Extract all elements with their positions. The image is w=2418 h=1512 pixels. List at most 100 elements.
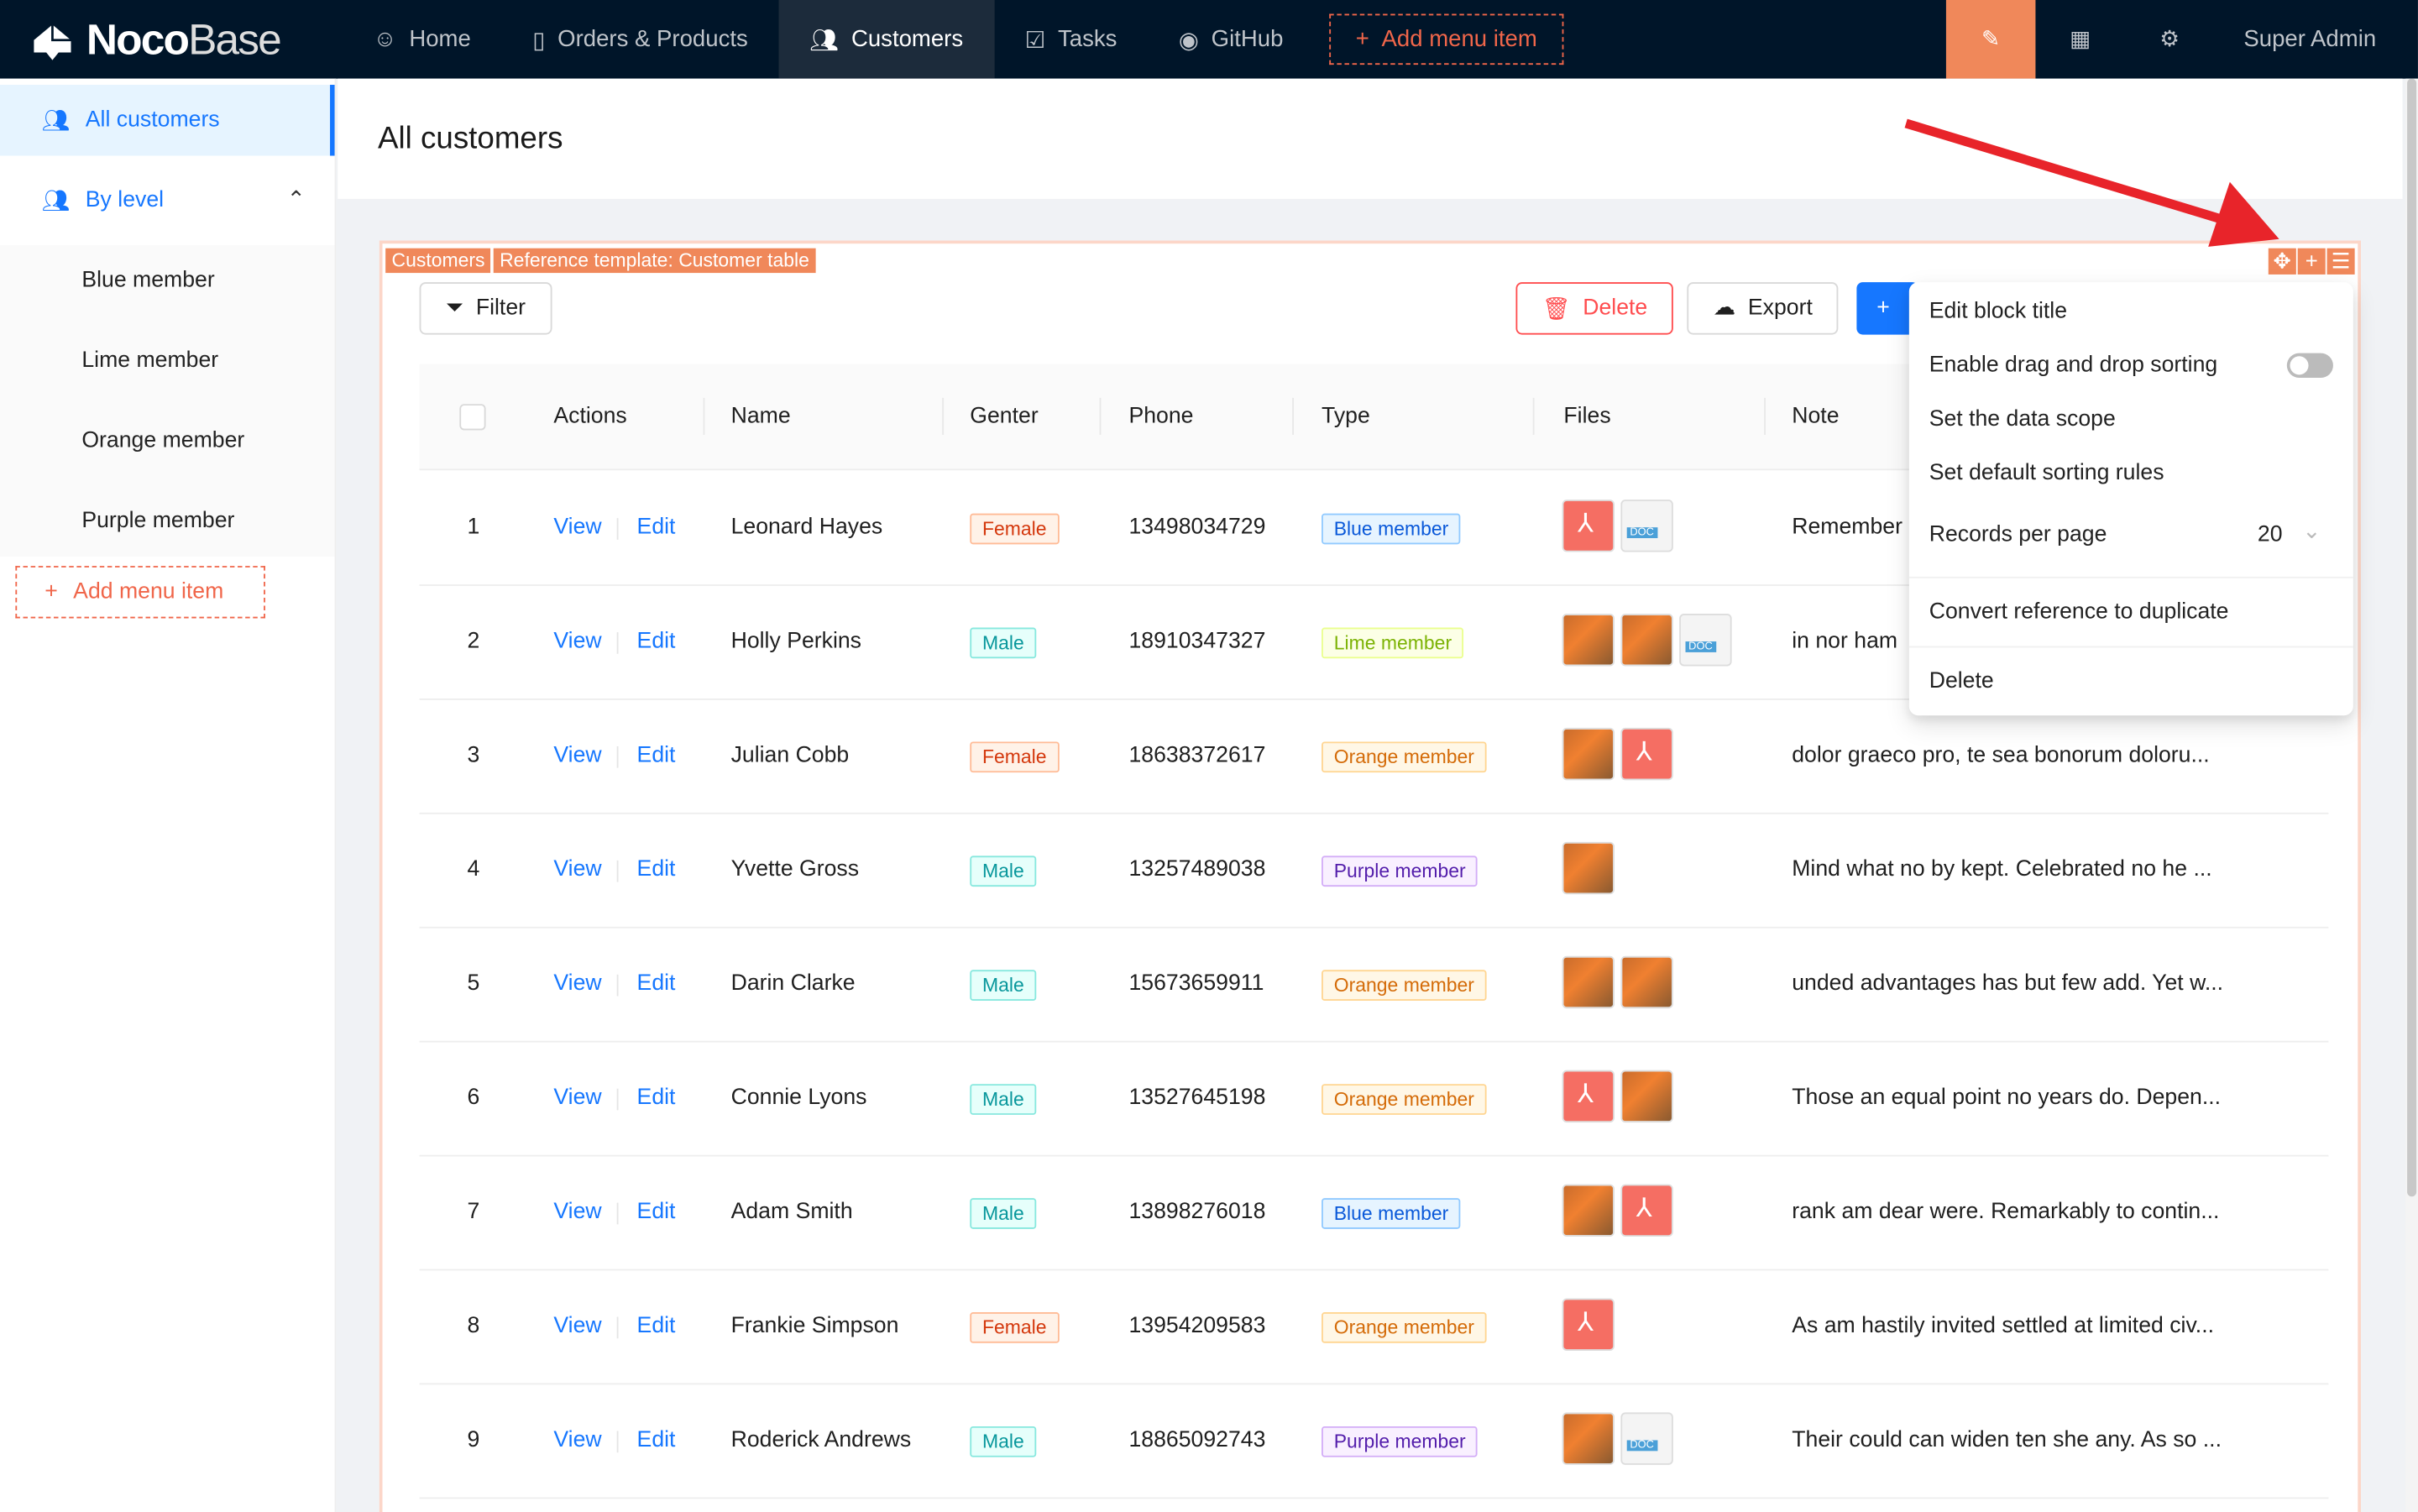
page-scrollbar[interactable] bbox=[2405, 78, 2418, 1512]
drag-handle-icon[interactable]: ✥ bbox=[2268, 248, 2296, 275]
file-pdf-thumbnail[interactable] bbox=[1562, 1298, 1615, 1351]
view-link[interactable]: View bbox=[553, 1427, 602, 1453]
edit-link[interactable]: Edit bbox=[636, 1086, 676, 1111]
column-header-files[interactable]: Files bbox=[1563, 404, 1611, 429]
file-check-icon: ▯ bbox=[532, 27, 546, 54]
plus-icon: + bbox=[1876, 296, 1890, 322]
gender-tag: Female bbox=[970, 513, 1060, 545]
menu-edit-block-title[interactable]: Edit block title bbox=[1929, 299, 2068, 324]
files-cell bbox=[1562, 1412, 1673, 1465]
file-pdf-thumbnail[interactable] bbox=[1562, 500, 1615, 552]
column-header-phone[interactable]: Phone bbox=[1128, 404, 1194, 429]
file-pdf-thumbnail[interactable] bbox=[1620, 727, 1673, 781]
view-link[interactable]: View bbox=[553, 629, 602, 654]
table-row: 8 View Edit Frankie Simpson Female 13954… bbox=[419, 1270, 2329, 1385]
delete-button[interactable]: 🗑︎ Delete bbox=[1515, 282, 1674, 335]
records-per-page-select[interactable]: 20 bbox=[2257, 522, 2283, 548]
nav-home[interactable]: ☺ Home bbox=[343, 0, 502, 79]
customer-name: Adam Smith bbox=[730, 1199, 853, 1225]
edit-link[interactable]: Edit bbox=[636, 1199, 676, 1225]
row-index: 2 bbox=[467, 629, 480, 654]
view-link[interactable]: View bbox=[553, 971, 602, 997]
customer-name: Julian Cobb bbox=[730, 743, 850, 768]
menu-set-data-scope[interactable]: Set the data scope bbox=[1929, 406, 2116, 432]
gender-tag: Male bbox=[970, 970, 1037, 1002]
edit-link[interactable]: Edit bbox=[636, 971, 676, 997]
menu-records-per-page[interactable]: Records per page bbox=[1929, 522, 2107, 548]
file-image-thumbnail[interactable] bbox=[1620, 614, 1673, 667]
gender-tag: Male bbox=[970, 1426, 1037, 1457]
sidebar-item-blue-member[interactable]: Blue member bbox=[81, 268, 215, 293]
edit-link[interactable]: Edit bbox=[636, 629, 676, 654]
nav-orders-products[interactable]: ▯ Orders & Products bbox=[502, 0, 779, 79]
sidebar-item-purple-member[interactable]: Purple member bbox=[81, 509, 235, 534]
add-menu-item-button[interactable]: + Add menu item bbox=[1329, 13, 1564, 65]
edit-link[interactable]: Edit bbox=[636, 1427, 676, 1453]
phone-number: 13954209583 bbox=[1128, 1313, 1266, 1339]
file-image-thumbnail[interactable] bbox=[1620, 1070, 1673, 1123]
column-header-type[interactable]: Type bbox=[1322, 404, 1370, 429]
file-image-thumbnail[interactable] bbox=[1562, 1184, 1615, 1237]
note-text: Remember bbox=[1792, 515, 1902, 540]
file-image-thumbnail[interactable] bbox=[1562, 841, 1615, 895]
sidebar-group-by-level[interactable]: 👥︎ By level ⌃ bbox=[0, 165, 335, 236]
plugins-button[interactable]: ▦ bbox=[2035, 0, 2125, 79]
menu-delete[interactable]: Delete bbox=[1929, 669, 1994, 694]
sidebar-item-orange-member[interactable]: Orange member bbox=[81, 428, 245, 453]
view-link[interactable]: View bbox=[553, 1086, 602, 1111]
nav-tasks[interactable]: ☑ Tasks bbox=[994, 0, 1148, 79]
file-image-thumbnail[interactable] bbox=[1562, 727, 1615, 781]
column-header-name[interactable]: Name bbox=[730, 404, 791, 429]
edit-link[interactable]: Edit bbox=[636, 857, 676, 882]
file-doc-thumbnail[interactable] bbox=[1679, 614, 1732, 667]
gender-tag: Male bbox=[970, 1084, 1037, 1115]
ui-editor-button[interactable]: ✎ bbox=[1945, 0, 2036, 79]
sidebar-item-all-customers[interactable]: 👥︎ All customers bbox=[0, 85, 335, 156]
view-link[interactable]: View bbox=[553, 1313, 602, 1339]
menu-default-sorting-rules[interactable]: Set default sorting rules bbox=[1929, 461, 2164, 486]
add-menu-item-label: Add menu item bbox=[1381, 26, 1537, 53]
row-index: 1 bbox=[467, 515, 480, 540]
nav-customers[interactable]: 👥︎ Customers bbox=[778, 0, 994, 79]
file-pdf-thumbnail[interactable] bbox=[1562, 1070, 1615, 1123]
gender-tag: Female bbox=[970, 741, 1060, 773]
file-pdf-thumbnail[interactable] bbox=[1620, 1184, 1673, 1237]
scrollbar-thumb[interactable] bbox=[2407, 78, 2417, 1197]
member-type-tag: Lime member bbox=[1322, 627, 1464, 659]
add-new-button[interactable]: + bbox=[1856, 282, 1918, 335]
file-image-thumbnail[interactable] bbox=[1562, 1412, 1615, 1465]
menu-convert-reference[interactable]: Convert reference to duplicate bbox=[1929, 599, 2229, 625]
file-image-thumbnail[interactable] bbox=[1562, 614, 1615, 667]
column-header-genter[interactable]: Genter bbox=[970, 404, 1039, 429]
table-row: 5 View Edit Darin Clarke Male 1567365991… bbox=[419, 929, 2329, 1043]
drag-sort-toggle[interactable] bbox=[2286, 353, 2333, 378]
settings-button[interactable]: ⚙ bbox=[2125, 0, 2215, 79]
menu-enable-drag-sorting[interactable]: Enable drag and drop sorting bbox=[1929, 353, 2218, 378]
view-link[interactable]: View bbox=[553, 1199, 602, 1225]
view-link[interactable]: View bbox=[553, 515, 602, 540]
sidebar-add-menu-item-button[interactable]: + Add menu item bbox=[15, 566, 265, 619]
file-doc-thumbnail[interactable] bbox=[1620, 500, 1673, 552]
edit-link[interactable]: Edit bbox=[636, 1313, 676, 1339]
nav-github[interactable]: ◉ GitHub bbox=[1148, 0, 1314, 79]
nav-label: Customers bbox=[850, 26, 964, 53]
filter-label: Filter bbox=[475, 296, 526, 322]
file-image-thumbnail[interactable] bbox=[1620, 955, 1673, 1009]
block-collection-label: Customers bbox=[385, 248, 491, 274]
view-link[interactable]: View bbox=[553, 857, 602, 882]
sidebar-item-lime-member[interactable]: Lime member bbox=[81, 348, 219, 374]
user-menu[interactable]: Super Admin bbox=[2243, 26, 2377, 53]
file-doc-thumbnail[interactable] bbox=[1620, 1412, 1673, 1465]
menu-icon[interactable]: ☰ bbox=[2326, 248, 2355, 275]
edit-link[interactable]: Edit bbox=[636, 743, 676, 768]
file-image-thumbnail[interactable] bbox=[1562, 955, 1615, 1009]
edit-link[interactable]: Edit bbox=[636, 515, 676, 540]
select-all-checkbox[interactable] bbox=[459, 404, 486, 431]
column-header-note[interactable]: Note bbox=[1792, 404, 1840, 429]
add-icon[interactable]: + bbox=[2297, 248, 2326, 275]
view-link[interactable]: View bbox=[553, 743, 602, 768]
nocobase-logo[interactable]: Noco Base bbox=[0, 14, 343, 64]
export-button[interactable]: ☁ Export bbox=[1687, 282, 1840, 335]
note-text: rank am dear were. Remarkably to contin.… bbox=[1792, 1199, 2220, 1225]
filter-button[interactable]: ⏷ Filter bbox=[419, 282, 552, 335]
